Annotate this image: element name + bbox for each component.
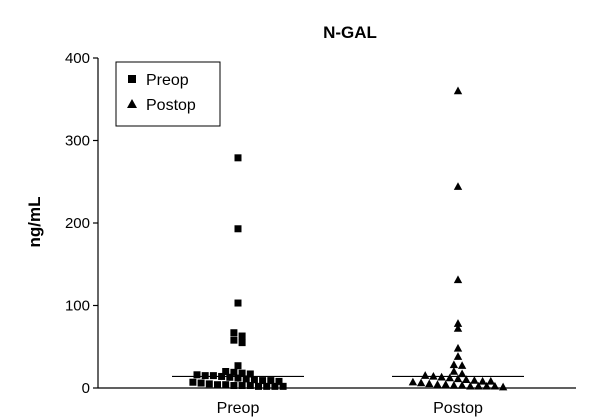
y-ticks: 0 100 200 300 400 bbox=[65, 50, 98, 397]
data-point bbox=[246, 370, 254, 378]
category-label: Preop bbox=[217, 400, 260, 417]
data-point bbox=[242, 375, 250, 383]
data-point bbox=[453, 374, 463, 383]
data-point bbox=[453, 275, 463, 284]
data-point bbox=[449, 367, 459, 375]
data-point bbox=[437, 372, 446, 381]
data-point bbox=[453, 324, 463, 332]
data-point bbox=[416, 378, 426, 387]
data-point bbox=[230, 368, 238, 376]
data-point bbox=[271, 382, 279, 390]
y-axis-label: ng/mL bbox=[25, 197, 44, 248]
data-point bbox=[234, 362, 242, 370]
legend-marker-postop bbox=[127, 99, 137, 108]
legend: Preop Postop bbox=[115, 61, 221, 127]
y-tick-label: 300 bbox=[65, 133, 90, 150]
data-point bbox=[222, 381, 230, 389]
data-point bbox=[209, 372, 217, 380]
data-point bbox=[275, 377, 283, 385]
data-point bbox=[482, 381, 491, 390]
data-point bbox=[486, 376, 495, 385]
data-point bbox=[457, 381, 467, 389]
legend-box bbox=[115, 61, 221, 127]
data-point bbox=[441, 380, 450, 388]
data-point bbox=[470, 376, 479, 384]
data-point bbox=[230, 382, 238, 390]
data-point bbox=[197, 379, 205, 387]
chart-title: N-GAL bbox=[323, 23, 377, 42]
data-point bbox=[408, 377, 418, 386]
data-point bbox=[246, 382, 254, 390]
category-label: Postop bbox=[433, 400, 483, 417]
data-point bbox=[462, 375, 471, 383]
data-point bbox=[214, 381, 221, 389]
data-point bbox=[230, 329, 238, 337]
data-point bbox=[234, 154, 242, 162]
data-point bbox=[201, 372, 209, 380]
data-point bbox=[498, 382, 508, 391]
data-point bbox=[425, 379, 434, 388]
data-point bbox=[453, 343, 463, 352]
y-tick-label: 400 bbox=[65, 50, 90, 67]
data-point bbox=[234, 299, 242, 307]
data-point bbox=[490, 381, 500, 390]
data-point bbox=[259, 377, 267, 385]
data-point bbox=[238, 339, 246, 347]
data-point bbox=[453, 352, 463, 360]
data-point bbox=[234, 374, 242, 382]
data-point bbox=[250, 376, 258, 384]
data-point bbox=[466, 381, 475, 390]
data-point bbox=[263, 382, 271, 390]
data-point bbox=[453, 86, 463, 95]
data-point bbox=[234, 225, 242, 233]
data-point bbox=[238, 332, 246, 340]
data-point bbox=[478, 376, 487, 385]
data-point bbox=[255, 382, 262, 390]
data-point bbox=[238, 382, 246, 390]
category-labels: Preop Postop bbox=[217, 400, 483, 417]
y-tick-label: 0 bbox=[82, 380, 90, 397]
data-point bbox=[433, 380, 442, 388]
data-point bbox=[226, 373, 234, 381]
data-point bbox=[230, 336, 238, 344]
data-point bbox=[193, 371, 201, 379]
data-point bbox=[421, 371, 430, 379]
data-point bbox=[474, 381, 483, 390]
data-point bbox=[429, 371, 438, 380]
y-tick-label: 100 bbox=[65, 298, 90, 315]
legend-marker-preop bbox=[128, 75, 136, 83]
legend-label-postop: Postop bbox=[146, 97, 196, 114]
data-point bbox=[445, 373, 454, 382]
data-point bbox=[218, 372, 226, 380]
legend-label-preop: Preop bbox=[146, 72, 189, 89]
data-point bbox=[238, 369, 246, 377]
data-point bbox=[453, 319, 463, 327]
data-point bbox=[449, 381, 459, 389]
data-point bbox=[449, 360, 459, 369]
data-point bbox=[205, 380, 213, 388]
y-tick-label: 200 bbox=[65, 215, 90, 232]
data-point bbox=[279, 382, 287, 390]
data-point bbox=[222, 368, 230, 375]
data-points bbox=[189, 86, 508, 391]
data-point bbox=[267, 377, 275, 385]
data-point bbox=[453, 182, 463, 190]
data-point bbox=[457, 369, 467, 378]
data-point bbox=[189, 378, 197, 386]
data-point bbox=[457, 361, 467, 369]
